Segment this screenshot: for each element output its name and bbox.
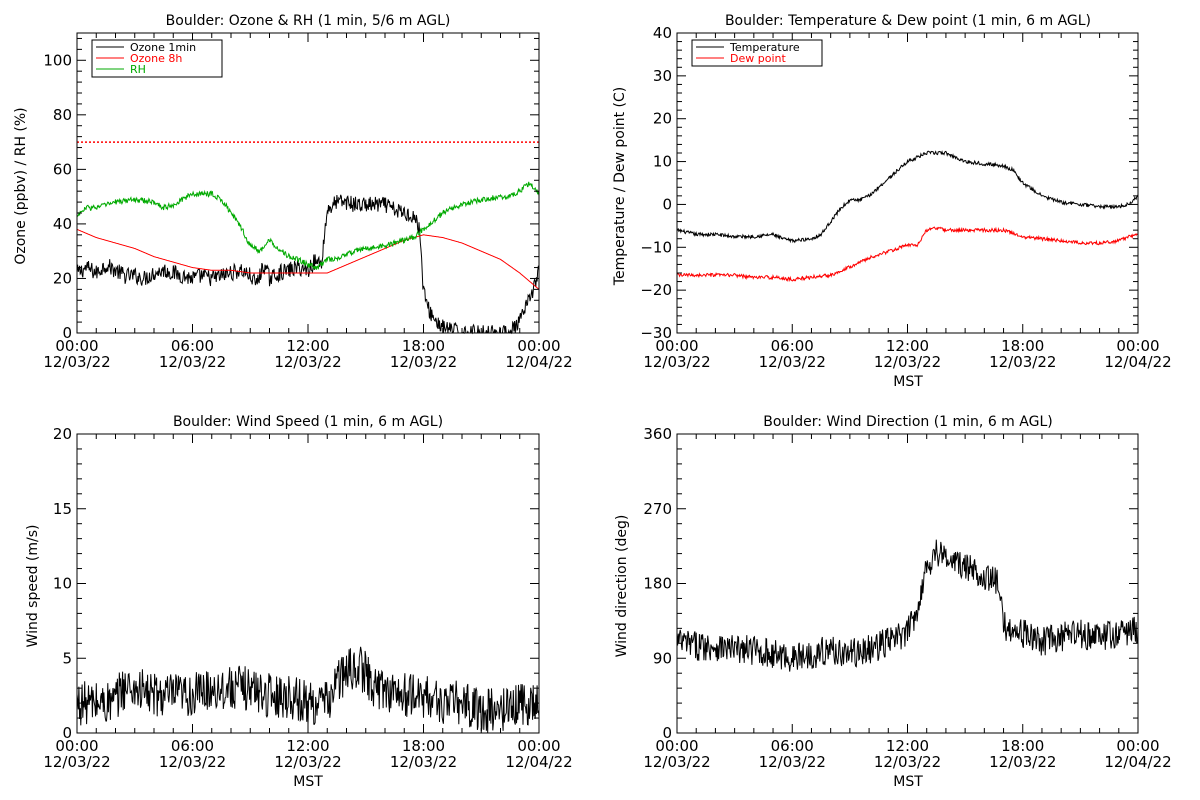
x-tick-label-date: 12/04/22 — [1104, 353, 1171, 371]
y-tick-label: 0 — [662, 724, 672, 742]
y-tick-label: −30 — [640, 324, 672, 342]
x-tick-label-time: 12:00 — [886, 337, 929, 355]
plot-frame — [76, 32, 540, 334]
series-line-temperature — [676, 150, 1139, 244]
x-tick-label-time: 00:00 — [517, 737, 560, 755]
y-tick-label: 15 — [53, 500, 72, 518]
x-tick-label-time: 12:00 — [886, 737, 929, 755]
wdir-panel-title: Boulder: Wind Direction (1 min, 6 m AGL) — [763, 414, 1052, 430]
y-tick-label: 0 — [62, 724, 72, 742]
x-tick-label-date: 12/03/22 — [390, 753, 457, 771]
x-tick-label-time: 18:00 — [402, 737, 445, 755]
temp-y-axis-label: Temperature / Dew point (C) — [612, 87, 628, 286]
temp-plot-area: −30−20−1001020304000:0012/03/2206:0012/0… — [640, 24, 1171, 371]
y-tick-label: 270 — [643, 500, 672, 518]
y-tick-label: 80 — [53, 106, 72, 124]
series-line-dew-point — [676, 226, 1139, 283]
x-tick-label-date: 12/03/22 — [989, 753, 1056, 771]
y-tick-label: 20 — [53, 425, 72, 443]
legend-entry-label: RH — [130, 63, 146, 76]
x-tick-label-time: 00:00 — [517, 337, 560, 355]
x-tick-label-time: 06:00 — [771, 337, 814, 355]
temp-x-axis-label: MST — [893, 374, 923, 390]
x-tick-label-date: 12/03/22 — [874, 353, 941, 371]
y-tick-label: 60 — [53, 160, 72, 178]
x-tick-label-date: 12/03/22 — [989, 353, 1056, 371]
legend-entry-label: Ozone 8h — [130, 52, 182, 65]
ozone-panel-title: Boulder: Ozone & RH (1 min, 5/6 m AGL) — [166, 13, 451, 29]
x-tick-label-date: 12/03/22 — [390, 353, 457, 371]
y-tick-label: 30 — [653, 67, 672, 85]
temperature-dewpoint-panel: Boulder: Temperature & Dew point (1 min,… — [612, 13, 1172, 390]
wdir-x-axis-label: MST — [893, 774, 923, 790]
x-tick-label-time: 00:00 — [55, 337, 98, 355]
x-tick-label-date: 12/03/22 — [874, 753, 941, 771]
y-tick-label: 20 — [53, 269, 72, 287]
wind-direction-panel: Boulder: Wind Direction (1 min, 6 m AGL)… — [614, 414, 1172, 790]
x-tick-label-date: 12/04/22 — [505, 353, 572, 371]
x-tick-label-date: 12/03/22 — [43, 353, 110, 371]
series-line-wind-speed — [76, 646, 540, 733]
wdir-y-axis-label: Wind direction (deg) — [614, 515, 630, 658]
y-tick-label: 180 — [643, 575, 672, 593]
x-tick-label-time: 06:00 — [171, 737, 214, 755]
y-tick-label: 10 — [653, 153, 672, 171]
y-tick-label: 10 — [53, 575, 72, 593]
x-tick-label-date: 12/03/22 — [274, 353, 341, 371]
temp-panel-title: Boulder: Temperature & Dew point (1 min,… — [725, 13, 1091, 29]
series-line-wind-direction — [676, 539, 1139, 672]
x-tick-label-time: 06:00 — [171, 337, 214, 355]
legend-entry-label: Temperature — [729, 41, 800, 54]
x-tick-label-time: 00:00 — [1116, 337, 1159, 355]
x-tick-label-date: 12/03/22 — [759, 753, 826, 771]
x-tick-label-date: 12/03/22 — [159, 753, 226, 771]
x-tick-label-date: 12/04/22 — [1104, 753, 1171, 771]
x-tick-label-time: 06:00 — [771, 737, 814, 755]
y-tick-label: 40 — [653, 24, 672, 42]
ozone-rh-panel: Boulder: Ozone & RH (1 min, 5/6 m AGL) O… — [13, 13, 573, 371]
plot-frame — [676, 433, 1139, 734]
x-tick-label-time: 18:00 — [402, 337, 445, 355]
x-tick-label-time: 18:00 — [1001, 737, 1044, 755]
wspd-plot-area: 0510152000:0012/03/2206:0012/03/2212:001… — [43, 425, 572, 771]
x-tick-label-date: 12/03/22 — [643, 353, 710, 371]
y-tick-label: 360 — [643, 425, 672, 443]
wind-speed-panel: Boulder: Wind Speed (1 min, 6 m AGL) Win… — [25, 414, 573, 790]
plot-frame — [676, 32, 1139, 334]
legend-entry-label: Ozone 1min — [130, 41, 196, 54]
wdir-plot-area: 09018027036000:0012/03/2206:0012/03/2212… — [643, 425, 1171, 771]
x-tick-label-time: 00:00 — [1116, 737, 1159, 755]
wspd-y-axis-label: Wind speed (m/s) — [25, 525, 41, 648]
x-tick-label-date: 12/03/22 — [274, 753, 341, 771]
y-tick-label: −20 — [640, 281, 672, 299]
wspd-x-axis-label: MST — [293, 774, 323, 790]
x-tick-label-time: 12:00 — [286, 737, 329, 755]
wspd-panel-title: Boulder: Wind Speed (1 min, 6 m AGL) — [173, 414, 443, 430]
x-tick-label-date: 12/03/22 — [159, 353, 226, 371]
y-tick-label: 100 — [43, 51, 72, 69]
y-tick-label: −10 — [640, 238, 672, 256]
ozone-y-axis-label: Ozone (ppbv) / RH (%) — [13, 107, 29, 264]
y-tick-label: 0 — [662, 195, 672, 213]
x-tick-label-time: 00:00 — [655, 337, 698, 355]
y-tick-label: 0 — [62, 324, 72, 342]
x-tick-label-time: 00:00 — [55, 737, 98, 755]
legend-entry-label: Dew point — [730, 52, 786, 65]
series-line-rh — [76, 181, 540, 271]
x-tick-label-time: 12:00 — [286, 337, 329, 355]
y-tick-label: 90 — [653, 649, 672, 667]
x-tick-label-date: 12/03/22 — [643, 753, 710, 771]
legend-box — [691, 39, 823, 67]
x-tick-label-date: 12/04/22 — [505, 753, 572, 771]
ozone-plot-area: 02040608010000:0012/03/2206:0012/03/2212… — [43, 32, 573, 371]
x-tick-label-date: 12/03/22 — [759, 353, 826, 371]
x-tick-label-time: 00:00 — [655, 737, 698, 755]
y-tick-label: 5 — [62, 649, 72, 667]
y-tick-label: 20 — [653, 110, 672, 128]
y-tick-label: 40 — [53, 215, 72, 233]
series-line-ozone-8h — [76, 228, 540, 290]
x-tick-label-time: 18:00 — [1001, 337, 1044, 355]
x-tick-label-date: 12/03/22 — [43, 753, 110, 771]
